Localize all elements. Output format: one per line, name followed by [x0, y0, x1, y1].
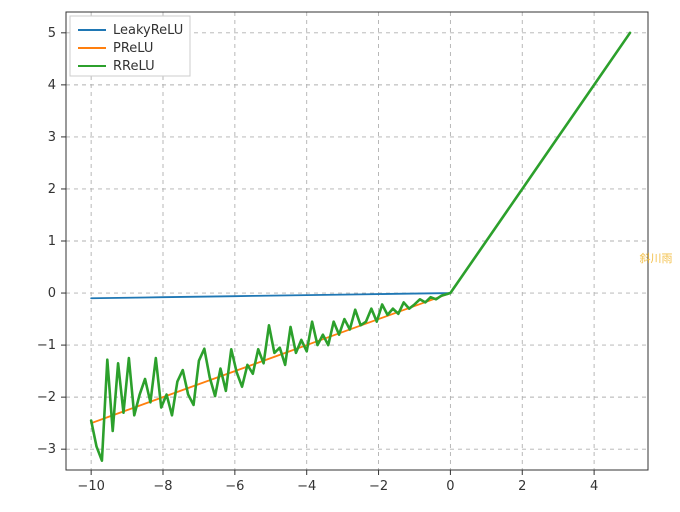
legend-label: RReLU: [113, 59, 155, 74]
x-tick-label: −2: [369, 479, 388, 494]
y-tick-label: −3: [37, 442, 56, 457]
x-tick-label: 2: [518, 479, 526, 494]
activation-functions-chart: −10−8−6−4−2024−3−2−1012345LeakyReLUPReLU…: [0, 0, 680, 512]
x-tick-label: −10: [77, 479, 104, 494]
y-tick-label: −2: [37, 390, 56, 405]
legend-label: PReLU: [113, 41, 153, 56]
y-tick-label: −1: [37, 338, 56, 353]
y-tick-label: 3: [48, 130, 56, 145]
x-tick-label: −8: [153, 479, 172, 494]
watermark-text: 斜川雨: [640, 252, 673, 265]
x-tick-label: 0: [446, 479, 454, 494]
x-tick-label: 4: [590, 479, 598, 494]
y-tick-label: 0: [48, 286, 56, 301]
y-tick-label: 2: [48, 182, 56, 197]
y-tick-label: 4: [48, 78, 56, 93]
x-tick-label: −4: [297, 479, 316, 494]
y-tick-label: 1: [48, 234, 56, 249]
x-tick-label: −6: [225, 479, 244, 494]
y-tick-label: 5: [48, 26, 56, 41]
legend-label: LeakyReLU: [113, 23, 183, 38]
chart-svg: −10−8−6−4−2024−3−2−1012345LeakyReLUPReLU…: [0, 0, 680, 508]
